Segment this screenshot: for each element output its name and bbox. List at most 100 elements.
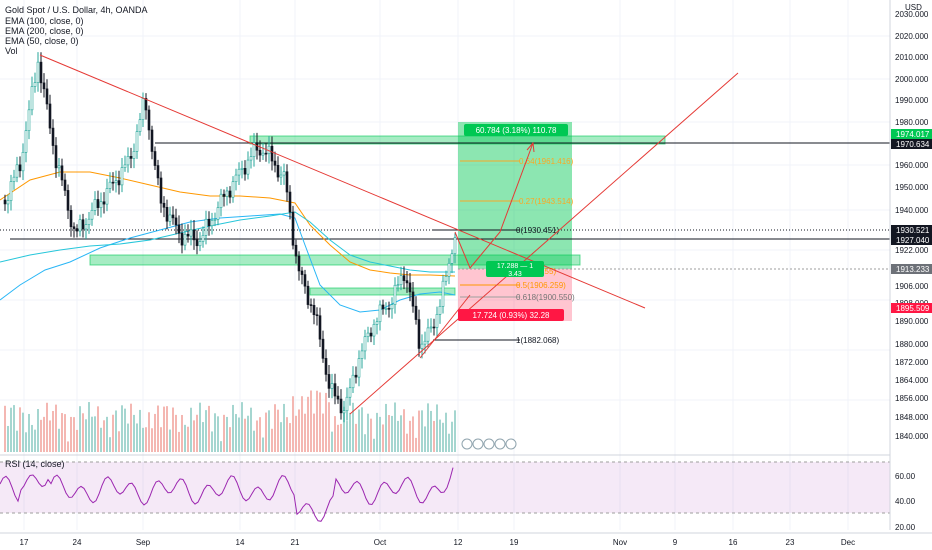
price-markers: 1974.017 1970.634 1930.521 1927.040 1913… (891, 129, 932, 313)
volume-bar (133, 414, 135, 452)
volume-bar (223, 414, 225, 452)
volume-bar (382, 424, 384, 452)
candle-body (132, 151, 136, 159)
candle-body (381, 304, 385, 310)
volume-bar (187, 426, 189, 452)
volume-bar (397, 420, 399, 452)
candle-body (45, 88, 49, 105)
volume-bar (220, 441, 222, 452)
volume-bar (244, 418, 246, 452)
indicator-ema-100[interactable]: EMA (100, close, 0) (5, 16, 84, 26)
economic-event-icons[interactable] (461, 438, 517, 450)
volume-bar (211, 431, 213, 452)
candle-body (216, 207, 220, 220)
price-tick: 2020.000 (895, 32, 929, 41)
volume-bar (97, 406, 99, 452)
candle-body (432, 326, 436, 329)
volume-bar (148, 412, 150, 452)
target-zone[interactable] (458, 122, 572, 269)
candle-body (417, 319, 421, 349)
symbol-title[interactable]: Gold Spot / U.S. Dollar, 4h, OANDA (5, 5, 148, 15)
currency-label[interactable]: USD (905, 3, 922, 12)
candle-body (330, 383, 334, 389)
volume-bar (343, 406, 345, 452)
candle-body (51, 127, 55, 146)
volume-bar (157, 405, 159, 452)
candle-body (450, 253, 454, 264)
candle-body (153, 151, 157, 166)
candle-body (291, 211, 295, 246)
ascending-trendline-lower[interactable] (419, 294, 471, 359)
volume-bar (247, 415, 249, 452)
support-zone[interactable] (89, 254, 581, 266)
candle-body (375, 321, 379, 325)
candle-body (264, 152, 268, 155)
indicator-ema-200[interactable]: EMA (200, close, 0) (5, 26, 84, 36)
marker-1913: 1913.233 (896, 265, 930, 274)
volume-bar (325, 392, 327, 452)
time-tick: 14 (236, 538, 245, 547)
candle-body (210, 220, 214, 227)
volume-bar (355, 423, 357, 452)
candle-body (285, 171, 289, 193)
candle-body (189, 229, 193, 237)
candle-body (114, 180, 118, 183)
candle-body (195, 239, 199, 247)
indicator-ema-50[interactable]: EMA (50, close, 0) (5, 36, 79, 46)
candle-body (204, 218, 208, 236)
support-zone-lower[interactable] (309, 287, 456, 296)
ascending-trendline[interactable] (349, 72, 739, 415)
candle-body (102, 201, 106, 205)
candle-body (117, 180, 121, 186)
volume-bar (322, 413, 324, 452)
candle-body (276, 164, 280, 178)
volume-bar (337, 424, 339, 452)
candle-body (75, 228, 79, 232)
time-tick: Oct (374, 538, 387, 547)
candle-body (228, 190, 232, 198)
candle-body (387, 308, 391, 310)
volume-bar (40, 419, 42, 452)
resistance-zone[interactable] (249, 135, 666, 145)
rsi-axis[interactable]: 60.00 40.00 20.00 (895, 472, 916, 532)
candle-body (87, 218, 91, 225)
volume-bar (418, 410, 420, 452)
descending-trendline[interactable] (39, 54, 646, 309)
candle-body (120, 167, 124, 186)
candle-body (24, 130, 28, 153)
volume-bar (256, 420, 258, 452)
time-tick: Nov (613, 538, 627, 547)
candle-body (186, 233, 190, 237)
volume-bar (340, 423, 342, 452)
candle-body (282, 171, 286, 176)
candle-body (294, 244, 298, 257)
rsi-title[interactable]: RSI (14, close) (5, 459, 65, 469)
time-axis[interactable]: 17 24 Sep 14 21 Oct 12 19 Nov 9 16 23 De… (20, 538, 856, 547)
price-tick: 1990.000 (895, 96, 929, 105)
price-tick: 1872.000 (895, 358, 929, 367)
price-axis[interactable]: 2030.000 2020.000 2010.000 2000.000 1990… (895, 10, 929, 441)
candle-body (390, 304, 394, 310)
time-tick: 9 (673, 538, 678, 547)
volume-bar (55, 404, 57, 452)
volume-bar (421, 410, 423, 452)
volume-bar (310, 390, 312, 452)
marker-1895: 1895.509 (896, 304, 930, 313)
time-tick: 24 (73, 538, 82, 547)
volume-bar (22, 412, 24, 452)
price-tick: 1906.000 (895, 282, 929, 291)
volume-bar (406, 433, 408, 452)
volume-bar (283, 403, 285, 452)
candle-body (411, 291, 415, 307)
volume-bar (409, 420, 411, 452)
candle-body (48, 103, 52, 129)
volume-bar (292, 396, 294, 452)
indicator-volume[interactable]: Vol (5, 46, 18, 56)
volume-bar (307, 396, 309, 452)
candle-body (369, 332, 373, 337)
candle-body (27, 109, 31, 131)
volume-bar (361, 407, 363, 452)
candle-body (147, 109, 151, 131)
volume-bar (289, 423, 291, 452)
